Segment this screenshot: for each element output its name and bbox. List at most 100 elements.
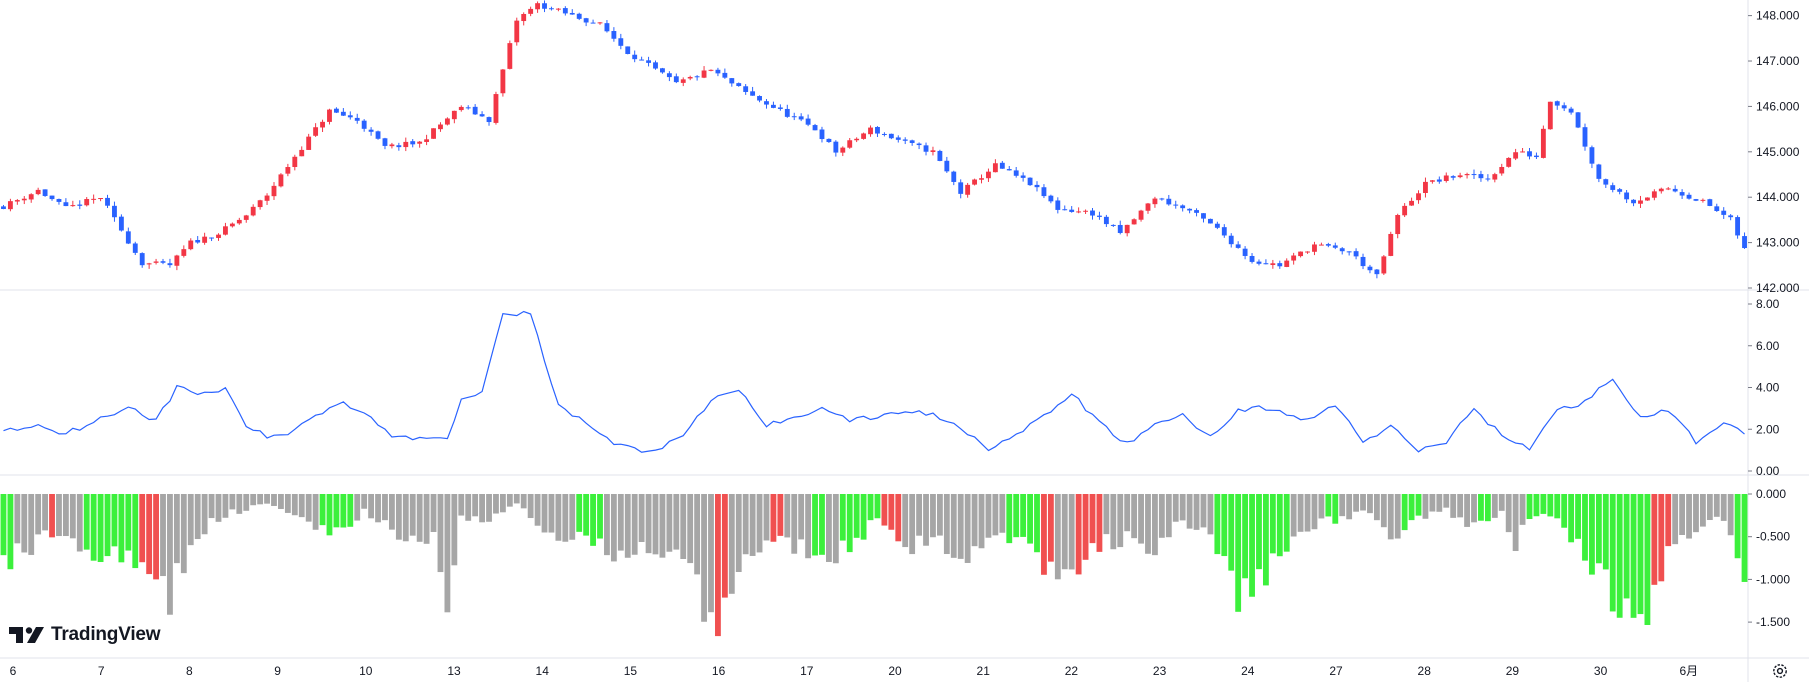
histogram-bar: [1103, 494, 1110, 535]
histogram-bar: [472, 494, 479, 517]
candle-body: [84, 199, 90, 206]
axis-tick-label: 145.000: [1756, 145, 1800, 159]
candle-body: [798, 116, 804, 120]
histogram-bar: [76, 494, 83, 552]
candle: [923, 142, 929, 156]
candle-body: [1596, 164, 1602, 179]
candle: [257, 199, 263, 210]
candle-body: [1305, 251, 1310, 253]
candle-body: [1582, 127, 1588, 147]
candle-body: [868, 127, 873, 135]
histogram-bar: [1595, 494, 1602, 564]
candle-body: [791, 116, 797, 118]
candle-body: [1714, 206, 1720, 211]
candle: [1083, 209, 1088, 215]
candle: [472, 104, 478, 115]
histogram-bar: [846, 494, 853, 553]
candle: [1325, 242, 1331, 248]
candle-body: [465, 107, 471, 109]
candle: [1568, 106, 1574, 115]
candle: [798, 113, 804, 122]
candle: [902, 137, 908, 145]
candle: [764, 99, 769, 109]
candle-body: [21, 198, 27, 201]
candle: [1367, 264, 1373, 274]
candle: [1034, 181, 1040, 192]
time-tick-label: 14: [536, 664, 550, 678]
candle-body: [486, 117, 492, 123]
time-axis[interactable]: 6 7 8 9 10 13 14 15 16 17 20 21 22 23 24 27 28 29 30 6月: [10, 664, 1698, 678]
candle: [1416, 190, 1421, 204]
histogram-bar: [1450, 494, 1457, 518]
candle-body: [1499, 167, 1505, 174]
candle: [84, 197, 90, 207]
histogram-bar: [1623, 494, 1630, 599]
candle: [514, 17, 520, 46]
histogram-bar: [763, 494, 770, 541]
histogram-bar: [49, 494, 55, 538]
candle-body: [590, 22, 596, 24]
candle: [458, 105, 464, 112]
candle: [1166, 194, 1172, 206]
candle: [1312, 241, 1317, 256]
candle-body: [1624, 192, 1630, 200]
candle: [965, 182, 971, 198]
candle: [999, 160, 1005, 169]
histogram-bar: [957, 494, 964, 559]
candle: [1395, 213, 1401, 239]
candle-body: [1644, 197, 1650, 201]
candle: [680, 77, 686, 87]
histogram-bar: [1179, 494, 1186, 521]
candle-body: [1124, 224, 1130, 234]
histogram-bar: [1720, 494, 1727, 521]
candle: [1069, 206, 1075, 213]
histogram-bar: [1408, 494, 1415, 521]
time-tick: 15: [624, 664, 638, 678]
candle: [56, 198, 62, 205]
histogram-bar: [319, 494, 326, 526]
candle-body: [340, 111, 346, 116]
oscillator-axis[interactable]: 8.00 6.00 4.00 2.00 0.00: [1748, 297, 1780, 478]
histogram-axis[interactable]: 0.000 -0.500 -1.000 -1.500: [1748, 487, 1790, 629]
time-tick-label: 7: [98, 664, 105, 678]
histogram-bar: [375, 494, 381, 523]
candle: [382, 137, 388, 150]
histogram-bar: [583, 494, 590, 536]
candle-body: [243, 215, 249, 220]
candle-body: [1138, 210, 1144, 220]
time-tick: 22: [1065, 664, 1079, 678]
candle-body: [805, 118, 811, 125]
histogram-bar: [888, 494, 895, 530]
candle: [1707, 198, 1713, 207]
candle-body: [181, 249, 187, 256]
candle: [1159, 197, 1165, 201]
oscillator-line: [3, 310, 1745, 453]
tradingview-logo[interactable]: TradingView: [9, 624, 161, 646]
candle-body: [1707, 199, 1713, 206]
histogram-bar: [1006, 494, 1013, 544]
time-tick-label: 21: [977, 664, 991, 678]
candle: [320, 119, 325, 133]
candle: [597, 22, 603, 25]
settings-icon[interactable]: [1771, 662, 1789, 680]
price-axis[interactable]: 148.000 147.000 146.000 145.000 144.000 143.0…: [1748, 9, 1800, 295]
candle: [250, 204, 256, 217]
candle: [264, 193, 270, 205]
candle: [1721, 207, 1727, 219]
candle: [639, 56, 645, 61]
candle: [1, 204, 6, 210]
candle: [70, 200, 76, 207]
candle: [1027, 177, 1033, 186]
candle: [535, 1, 541, 13]
histogram-bar: [257, 494, 264, 505]
histogram-bar: [1367, 494, 1373, 514]
candle: [465, 105, 471, 110]
histogram-bar: [1311, 494, 1318, 530]
candle: [875, 126, 880, 137]
histogram-bar: [742, 494, 749, 555]
candle-body: [819, 129, 825, 140]
histogram-bar: [1269, 494, 1276, 554]
candle-body: [1693, 199, 1699, 201]
candle: [1187, 208, 1193, 214]
